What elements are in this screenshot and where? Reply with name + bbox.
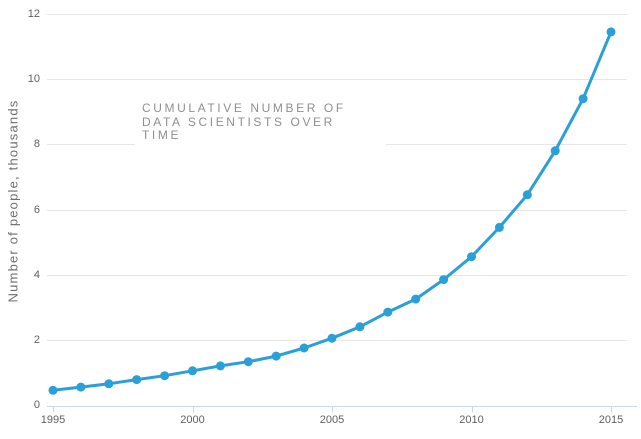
data-point-marker[interactable] — [606, 27, 616, 37]
x-tick-label: 2010 — [459, 414, 484, 426]
x-tick-label: 1995 — [40, 414, 66, 426]
data-point-marker[interactable] — [271, 351, 281, 361]
data-point-marker[interactable] — [132, 375, 142, 385]
y-tick-label: 4 — [33, 268, 40, 281]
data-point-marker[interactable] — [439, 275, 449, 285]
data-point-marker[interactable] — [411, 294, 421, 304]
data-point-marker[interactable] — [383, 307, 393, 317]
data-point-marker[interactable] — [215, 361, 225, 371]
data-point-marker[interactable] — [355, 322, 365, 332]
data-point-marker[interactable] — [550, 146, 560, 156]
y-tick-label: 10 — [27, 73, 40, 86]
data-point-marker[interactable] — [76, 382, 86, 392]
data-point-marker[interactable] — [243, 357, 253, 367]
data-point-marker[interactable] — [299, 343, 309, 353]
data-point-marker[interactable] — [48, 385, 58, 395]
y-tick-label: 0 — [33, 399, 40, 411]
x-tick-label: 2000 — [180, 414, 205, 426]
data-point-marker[interactable] — [522, 190, 532, 200]
data-point-marker[interactable] — [327, 333, 337, 343]
y-tick-label: 8 — [33, 138, 40, 151]
y-tick-label: 6 — [33, 203, 40, 216]
data-point-marker[interactable] — [467, 252, 476, 262]
y-tick-label: 2 — [33, 333, 40, 346]
data-point-marker[interactable] — [104, 379, 114, 389]
data-point-marker[interactable] — [494, 222, 504, 232]
x-tick-label: 2005 — [319, 414, 345, 426]
data-point-marker[interactable] — [578, 94, 588, 104]
data-point-marker[interactable] — [160, 371, 170, 381]
data-point-marker[interactable] — [188, 366, 197, 376]
chart-title: CUMULATIVE NUMBER OF DATA SCIENTISTS OVE… — [135, 97, 386, 148]
y-tick-label: 12 — [27, 8, 40, 20]
x-tick-label: 2015 — [598, 414, 624, 426]
